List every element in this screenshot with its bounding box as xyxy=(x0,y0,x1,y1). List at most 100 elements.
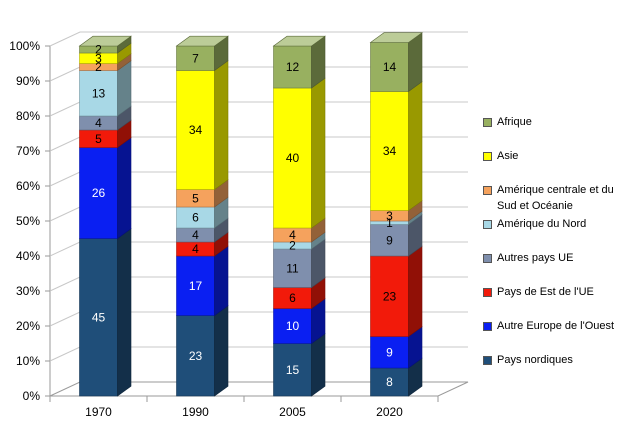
y-tick-label: 90% xyxy=(16,74,40,88)
data-label-amerique-du-nord-1990: 6 xyxy=(192,211,199,225)
legend-label-autre-europe-de-l-ouest: Autre Europe de l'Ouest xyxy=(497,320,615,332)
data-label-pays-de-est-de-l-ue-2020: 23 xyxy=(383,289,397,303)
legend-label-pays-de-est-de-l-ue: Pays de Est de l'UE xyxy=(497,286,594,298)
bar-top-2020 xyxy=(369,32,423,43)
bar-side-asie-2020 xyxy=(408,81,423,212)
y-tick-label: 10% xyxy=(16,354,40,368)
bar-side-pays-nordiques-1970 xyxy=(117,228,132,397)
bar-side-autre-europe-de-l-ouest-1970 xyxy=(117,137,132,240)
data-label-asie-1990: 34 xyxy=(189,123,203,137)
x-tick-label-1970: 1970 xyxy=(85,405,112,419)
legend-swatch-autre-europe-de-l-ouest xyxy=(483,322,492,331)
y-tick-label: 0% xyxy=(23,389,41,403)
legend-label-asie: Asie xyxy=(497,150,519,162)
bar-pays-nordiques-2020 xyxy=(370,357,423,397)
data-label-autres-pays-ue-2020: 9 xyxy=(386,233,393,247)
legend-label-autres-pays-ue: Autres pays UE xyxy=(497,252,574,264)
y-tick-label: 40% xyxy=(16,249,40,263)
data-label-pays-nordiques-2020: 8 xyxy=(386,375,393,389)
bar-front-afrique-1990 xyxy=(176,45,215,71)
bar-asie-2020 xyxy=(370,81,423,212)
bar-front-pays-nordiques-1990 xyxy=(176,315,215,397)
y-tick-label: 80% xyxy=(16,109,40,123)
data-label-afrique-1970: 2 xyxy=(95,43,102,57)
data-label-amerique-centrale-et-du-sud-et-oceanie-1970: 2 xyxy=(95,60,102,74)
y-tick-label: 50% xyxy=(16,214,40,228)
bar-front-asie-2020 xyxy=(370,91,409,211)
bar-side-asie-2005 xyxy=(311,77,326,229)
bar-autres-pays-ue-1970 xyxy=(79,105,132,131)
bar-afrique-2005 xyxy=(272,35,326,89)
y-tick-label: 100% xyxy=(9,39,40,53)
y-tick-label: 60% xyxy=(16,179,40,193)
bar-front-afrique-2005 xyxy=(273,45,312,89)
data-label-asie-2020: 34 xyxy=(383,144,397,158)
bar-autres-pays-ue-1990 xyxy=(176,217,229,243)
bar-top-1970 xyxy=(78,35,132,47)
data-label-asie-1970: 3 xyxy=(95,51,102,65)
data-label-pays-nordiques-1990: 23 xyxy=(189,349,203,363)
bar-autre-europe-de-l-ouest-1990 xyxy=(176,245,229,317)
y-tick-label: 70% xyxy=(16,144,40,158)
data-label-autre-europe-de-l-ouest-1970: 26 xyxy=(92,186,106,200)
bar-front-pays-de-est-de-l-ue-2020 xyxy=(370,255,409,337)
data-label-amerique-du-nord-1970: 13 xyxy=(92,86,106,100)
data-label-autre-europe-de-l-ouest-1990: 17 xyxy=(189,279,203,293)
data-label-afrique-1990: 7 xyxy=(192,51,199,65)
legend-swatch-autres-pays-ue xyxy=(483,254,492,263)
bar-afrique-1970 xyxy=(78,35,132,54)
bar-amerique-centrale-et-du-sud-et-oceanie-1990 xyxy=(176,179,229,208)
bar-side-autre-europe-de-l-ouest-1990 xyxy=(214,245,229,317)
data-label-autres-pays-ue-1990: 4 xyxy=(192,228,199,242)
data-label-pays-nordiques-1970: 45 xyxy=(92,310,106,324)
data-label-autres-pays-ue-1970: 4 xyxy=(95,116,102,130)
x-tick-label-2005: 2005 xyxy=(279,405,306,419)
y-tick-label: 20% xyxy=(16,319,40,333)
bar-side-pays-de-est-de-l-ue-2020 xyxy=(408,245,423,338)
bar-autre-europe-de-l-ouest-1970 xyxy=(79,137,132,240)
bar-afrique-2020 xyxy=(369,32,423,93)
x-tick-label-2020: 2020 xyxy=(376,405,403,419)
data-label-pays-de-est-de-l-ue-1990: 4 xyxy=(192,242,199,256)
bar-pays-nordiques-2005 xyxy=(273,333,326,397)
data-label-pays-de-est-de-l-ue-1970: 5 xyxy=(95,132,102,146)
data-label-autre-europe-de-l-ouest-2020: 9 xyxy=(386,345,393,359)
bar-front-autres-pays-ue-2005 xyxy=(273,248,312,288)
bar-pays-nordiques-1990 xyxy=(176,305,229,397)
bar-front-autre-europe-de-l-ouest-2005 xyxy=(273,308,312,344)
bar-side-afrique-2020 xyxy=(408,32,423,93)
legend-swatch-asie xyxy=(483,152,492,161)
legend-swatch-afrique xyxy=(483,118,492,127)
legend-swatch-amerique-centrale-et-du-sud-et-oceanie xyxy=(483,186,492,195)
bar-top-1990 xyxy=(175,35,229,47)
bar-front-autre-europe-de-l-ouest-1990 xyxy=(176,255,215,316)
legend-label-amerique-centrale-et-du-sud-et-oceanie: Amérique centrale et du Sud et Océanie xyxy=(497,184,614,212)
data-label-autre-europe-de-l-ouest-2005: 10 xyxy=(286,319,300,333)
data-label-amerique-centrale-et-du-sud-et-oceanie-2020: 3 xyxy=(386,209,393,223)
legend-swatch-amerique-du-nord xyxy=(483,220,492,229)
data-label-amerique-centrale-et-du-sud-et-oceanie-1990: 5 xyxy=(192,191,199,205)
gridline xyxy=(49,31,468,47)
bar-pays-de-est-de-l-ue-2005 xyxy=(273,277,326,310)
y-tick-label: 30% xyxy=(16,284,40,298)
bar-amerique-du-nord-1970 xyxy=(79,60,132,117)
legend-swatch-pays-nordiques xyxy=(483,356,492,365)
x-tick-label-1990: 1990 xyxy=(182,405,209,419)
legend-label-pays-nordiques: Pays nordiques xyxy=(497,354,573,366)
data-label-amerique-centrale-et-du-sud-et-oceanie-2005: 4 xyxy=(289,228,296,242)
bar-pays-de-est-de-l-ue-2020 xyxy=(370,245,423,338)
bar-asie-2005 xyxy=(273,77,326,229)
bar-pays-nordiques-1970 xyxy=(79,228,132,397)
bar-side-pays-nordiques-2005 xyxy=(311,333,326,397)
bar-autres-pays-ue-2005 xyxy=(273,238,326,289)
data-label-afrique-2020: 14 xyxy=(383,60,397,74)
bar-front-autre-europe-de-l-ouest-2020 xyxy=(370,336,409,369)
bar-front-asie-1990 xyxy=(176,70,215,190)
bar-top-2005 xyxy=(272,35,326,47)
legend-label-afrique: Afrique xyxy=(497,116,532,128)
bar-side-asie-1990 xyxy=(214,60,229,191)
legend-swatch-pays-de-est-de-l-ue xyxy=(483,288,492,297)
bar-side-pays-nordiques-1990 xyxy=(214,305,229,397)
